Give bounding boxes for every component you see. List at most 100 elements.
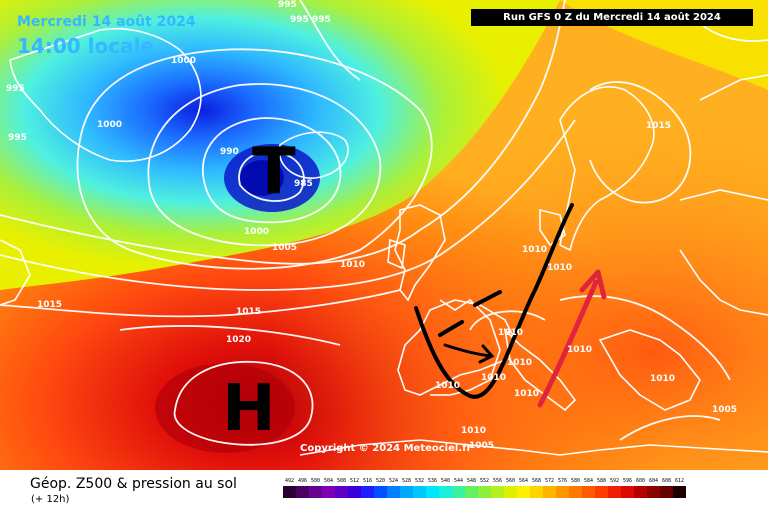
isobar-label: 1010: [481, 373, 507, 383]
scale-swatch: 524: [387, 477, 400, 499]
scale-swatch: 504: [322, 477, 335, 499]
scale-swatch: 516: [361, 477, 374, 499]
isobar-label: 995: [312, 15, 331, 25]
scale-value-label: 524: [388, 478, 399, 484]
isobar-label: 1010: [498, 328, 524, 338]
isobars: [0, 0, 768, 446]
scale-color-box: [387, 486, 400, 498]
scale-value-label: 588: [596, 478, 607, 484]
scale-swatch: 512: [348, 477, 361, 499]
legend-title: Géop. Z500 & pression au sol: [30, 476, 237, 492]
isobar-label: 1005: [469, 441, 495, 451]
scale-value-label: 496: [297, 478, 308, 484]
scale-swatch: 500: [309, 477, 322, 499]
isobar-label: 1010: [435, 381, 461, 391]
scale-value-label: 544: [453, 478, 464, 484]
scale-swatch: 584: [582, 477, 595, 499]
isobar-label: 1005: [272, 243, 298, 253]
isobar-label: 1000: [171, 56, 197, 66]
scale-swatch: 540: [439, 477, 452, 499]
scale-value-label: 500: [310, 478, 321, 484]
isobar-label: 1015: [236, 307, 262, 317]
isobar-label: 1010: [522, 245, 548, 255]
scale-color-box: [582, 486, 595, 498]
scale-value-label: 572: [544, 478, 555, 484]
isobar-label: 995: [8, 133, 27, 143]
scale-swatch: 544: [452, 477, 465, 499]
scale-swatch: 576: [556, 477, 569, 499]
isobar-label: 1020: [226, 335, 252, 345]
scale-value-label: 576: [557, 478, 568, 484]
scale-swatch: 604: [647, 477, 660, 499]
isobar-label: 995: [6, 84, 25, 94]
isobar-label: 1010: [650, 374, 676, 384]
scale-swatch: 612: [673, 477, 686, 499]
scale-swatch: 496: [296, 477, 309, 499]
scale-value-label: 516: [362, 478, 373, 484]
scale-value-label: 596: [622, 478, 633, 484]
trough-line: [414, 203, 574, 399]
scale-value-label: 564: [518, 478, 529, 484]
isobar-label: 1000: [97, 120, 123, 130]
scale-color-box: [478, 486, 491, 498]
scale-color-box: [491, 486, 504, 498]
isobar-label: 1010: [340, 260, 366, 270]
scale-color-box: [361, 486, 374, 498]
scale-swatch: 592: [608, 477, 621, 499]
scale-color-box: [543, 486, 556, 498]
scale-value-label: 492: [284, 478, 295, 484]
isobar-label: 1015: [646, 121, 672, 131]
scale-value-label: 536: [427, 478, 438, 484]
scale-swatch: 532: [413, 477, 426, 499]
scale-value-label: 504: [323, 478, 334, 484]
map-canvas: [0, 0, 768, 470]
scale-value-label: 548: [466, 478, 477, 484]
scale-value-label: 584: [583, 478, 594, 484]
color-scale: 492 496 500 504 508 512 516 520 524 528 532 536 540 5…: [283, 477, 686, 499]
isobar-label: 1015: [37, 300, 63, 310]
scale-value-label: 592: [609, 478, 620, 484]
low-pressure-symbol: T: [252, 135, 296, 209]
high-pressure-symbol: H: [222, 372, 276, 446]
scale-value-label: 556: [492, 478, 503, 484]
copyright-notice: Copyright © 2024 Meteociel.fr: [300, 443, 472, 454]
scale-value-label: 508: [336, 478, 347, 484]
legend-footer: Géop. Z500 & pression au sol (+ 12h) 492…: [0, 470, 768, 512]
scale-swatch: 568: [530, 477, 543, 499]
scale-swatch: 608: [660, 477, 673, 499]
scale-color-box: [374, 486, 387, 498]
scale-color-box: [426, 486, 439, 498]
high-core: [155, 363, 295, 453]
scale-swatch: 552: [478, 477, 491, 499]
isobar-label: 1005: [712, 405, 738, 415]
ridge-arrow: [537, 269, 607, 408]
scale-color-box: [413, 486, 426, 498]
scale-color-box: [517, 486, 530, 498]
scale-color-box: [673, 486, 686, 498]
scale-color-box: [335, 486, 348, 498]
scale-swatch: 548: [465, 477, 478, 499]
scale-swatch: 580: [569, 477, 582, 499]
scale-color-box: [400, 486, 413, 498]
scale-swatch: 564: [517, 477, 530, 499]
scale-color-box: [569, 486, 582, 498]
scale-value-label: 520: [375, 478, 386, 484]
isobar-label: 990: [220, 147, 239, 157]
scale-value-label: 612: [674, 478, 685, 484]
scale-color-box: [660, 486, 673, 498]
weather-map: T H 995 995 995 995 995 1000 1000 990 98…: [0, 0, 768, 470]
scale-swatch: 572: [543, 477, 556, 499]
scale-value-label: 568: [531, 478, 542, 484]
scale-value-label: 528: [401, 478, 412, 484]
legend-subtitle: (+ 12h): [31, 494, 70, 505]
scale-swatch: 556: [491, 477, 504, 499]
scale-swatch: 520: [374, 477, 387, 499]
coastlines: [0, 27, 768, 456]
scale-color-box: [283, 486, 296, 498]
scale-color-box: [465, 486, 478, 498]
forecast-date: Mercredi 14 août 2024: [17, 14, 196, 30]
scale-color-box: [296, 486, 309, 498]
isobar-label: 1010: [514, 389, 540, 399]
scale-color-box: [309, 486, 322, 498]
scale-swatch: 588: [595, 477, 608, 499]
